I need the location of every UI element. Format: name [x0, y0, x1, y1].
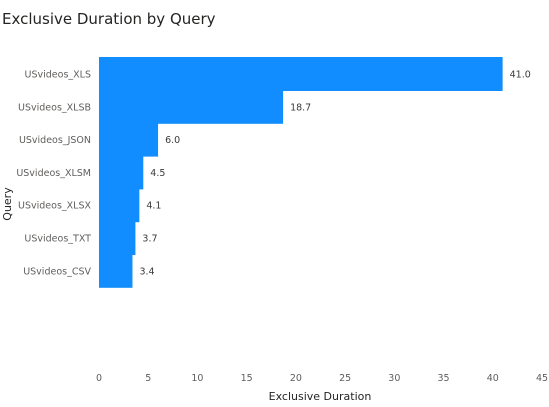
category-label: USvideos_XLSB — [18, 102, 91, 113]
chart-title: Exclusive Duration by Query — [2, 10, 216, 28]
x-tick-label: 15 — [241, 373, 253, 384]
bar-USvideos_XLSB[interactable] — [99, 89, 284, 124]
category-labels: USvideos_XLS USvideos_XLSB USvideos_JSON US… — [16, 70, 91, 278]
category-label: USvideos_CSV — [23, 266, 91, 277]
x-tick-label: 35 — [438, 373, 450, 384]
x-axis-title: Exclusive Duration — [269, 390, 372, 403]
category-label: USvideos_XLS — [25, 70, 91, 81]
bars-layer — [99, 57, 503, 288]
x-tick-label: 30 — [388, 373, 400, 384]
data-label: 4.5 — [150, 168, 165, 179]
data-label: 4.1 — [146, 201, 161, 212]
data-label: 41.0 — [510, 70, 531, 81]
category-label: USvideos_XLSM — [16, 168, 91, 179]
data-label: 18.7 — [290, 102, 311, 113]
bar-USvideos_JSON[interactable] — [99, 122, 159, 157]
data-label: 6.0 — [165, 135, 180, 146]
x-tick-label: 5 — [145, 373, 151, 384]
x-tick-label: 10 — [191, 373, 203, 384]
data-label: 3.4 — [139, 266, 154, 277]
x-tick-label: 25 — [339, 373, 351, 384]
category-label: USvideos_XLSX — [18, 201, 91, 212]
x-tick-label: 20 — [290, 373, 302, 384]
bar-USvideos_CSV[interactable] — [99, 253, 133, 288]
x-axis-ticks: 0 5 10 15 20 25 30 35 40 45 — [96, 373, 548, 384]
x-tick-label: 0 — [96, 373, 102, 384]
category-label: USvideos_TXT — [24, 234, 91, 245]
x-tick-label: 40 — [487, 373, 499, 384]
x-tick-label: 45 — [536, 373, 548, 384]
bar-USvideos_TXT[interactable] — [99, 221, 136, 255]
y-axis-title: Query — [1, 187, 14, 221]
category-label: USvideos_JSON — [19, 135, 91, 146]
bar-USvideos_XLSM[interactable] — [99, 155, 144, 190]
bar-USvideos_XLSX[interactable] — [99, 188, 140, 223]
data-labels: 41.0 18.7 6.0 4.5 4.1 3.7 3.4 — [139, 70, 530, 278]
data-label: 3.7 — [142, 234, 157, 245]
bar-USvideos_XLS[interactable] — [99, 57, 503, 91]
